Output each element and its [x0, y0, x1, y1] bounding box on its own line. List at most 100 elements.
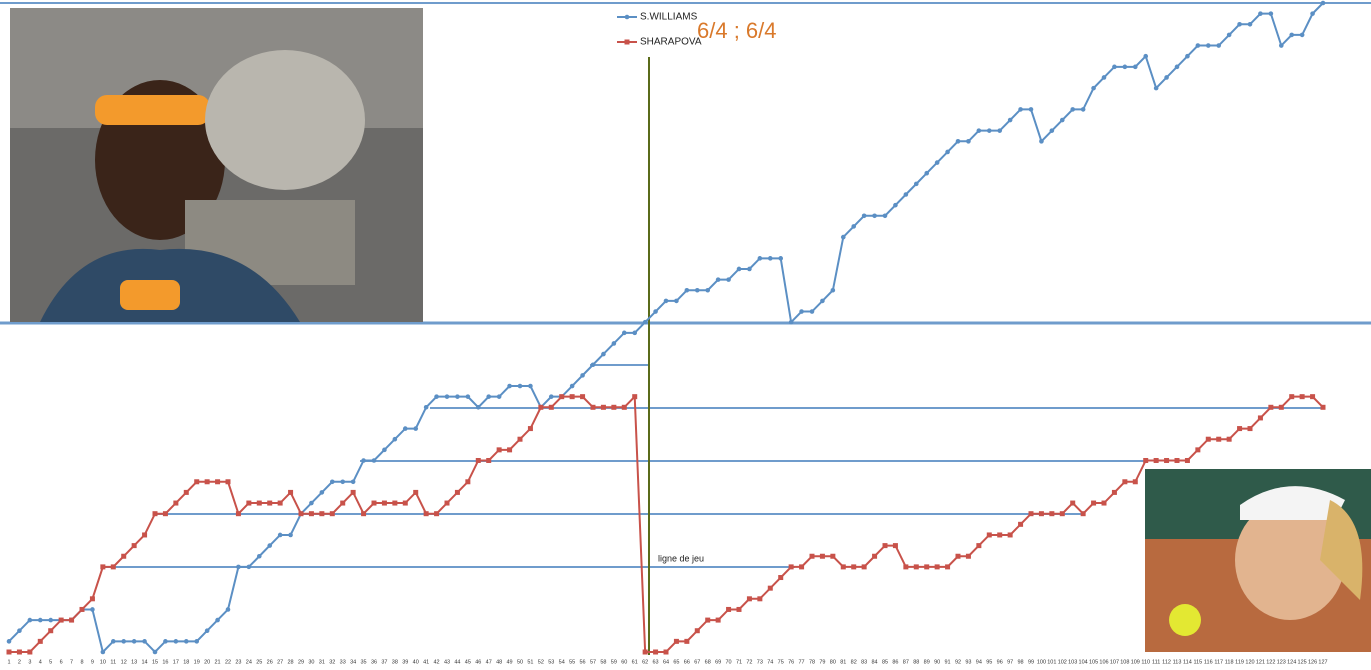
- data-point: [1289, 32, 1295, 38]
- data-point: [976, 128, 982, 133]
- data-point: [329, 511, 335, 517]
- data-point: [851, 564, 857, 570]
- data-point: [142, 532, 148, 538]
- x-tick-label: 98: [1018, 659, 1024, 665]
- x-tick-label: 93: [965, 659, 971, 665]
- data-point: [381, 500, 387, 506]
- data-point: [1195, 43, 1201, 48]
- x-tick-label: 76: [788, 659, 794, 665]
- data-point: [1226, 436, 1232, 442]
- data-point: [173, 500, 179, 506]
- x-tick-label: 40: [413, 659, 419, 665]
- data-point: [246, 500, 252, 506]
- x-tick-label: 105: [1089, 659, 1098, 665]
- data-point: [1216, 436, 1222, 442]
- data-point: [580, 373, 585, 378]
- data-point: [48, 617, 54, 623]
- data-point: [142, 639, 147, 644]
- data-point: [653, 309, 658, 314]
- data-point: [423, 511, 429, 517]
- data-point: [131, 543, 137, 549]
- data-point: [267, 543, 273, 548]
- data-point: [319, 511, 325, 517]
- x-tick-label: 66: [684, 659, 690, 665]
- data-point: [945, 149, 950, 155]
- data-point: [402, 500, 408, 506]
- data-point: [110, 564, 116, 570]
- x-tick-label: 51: [527, 659, 533, 665]
- x-tick-label: 20: [204, 659, 210, 665]
- x-tick-label: 89: [924, 659, 930, 665]
- data-point: [986, 128, 992, 133]
- data-point: [548, 394, 554, 399]
- data-point: [215, 479, 221, 485]
- x-tick-label: 102: [1058, 659, 1067, 665]
- x-tick-label: 75: [778, 659, 784, 665]
- x-tick-label: 48: [496, 659, 502, 665]
- legend-marker: [624, 14, 630, 20]
- data-point: [225, 479, 231, 485]
- x-tick-label: 7: [70, 659, 73, 665]
- data-point: [1320, 404, 1326, 410]
- x-tick-label: 45: [465, 659, 471, 665]
- x-tick-label: 57: [590, 659, 596, 665]
- data-point: [1205, 43, 1211, 48]
- x-tick-label: 125: [1298, 659, 1307, 665]
- data-point: [371, 500, 377, 506]
- data-point: [1164, 75, 1169, 80]
- data-point: [496, 447, 502, 453]
- x-tick-label: 41: [423, 659, 429, 665]
- x-tick-label: 82: [851, 659, 857, 665]
- x-tick-label: 56: [580, 659, 586, 665]
- x-tick-label: 83: [861, 659, 867, 665]
- data-point: [621, 330, 627, 336]
- data-point: [475, 404, 481, 410]
- data-point: [361, 458, 366, 463]
- data-point: [1112, 64, 1117, 70]
- x-tick-label: 59: [611, 659, 617, 665]
- data-point: [819, 553, 825, 559]
- x-tick-label: 69: [715, 659, 721, 665]
- x-tick-label: 11: [110, 659, 116, 665]
- series-line: [9, 394, 1324, 653]
- x-tick-label: 126: [1308, 659, 1317, 665]
- x-tick-label: 29: [298, 659, 304, 665]
- data-point: [455, 394, 460, 399]
- data-point: [809, 309, 815, 314]
- data-point: [1174, 64, 1180, 70]
- data-point: [204, 628, 210, 634]
- data-point: [267, 500, 273, 506]
- data-point: [705, 287, 711, 293]
- data-point: [778, 256, 784, 261]
- x-tick-label: 31: [319, 659, 325, 665]
- x-tick-label: 74: [767, 659, 773, 665]
- data-point: [434, 394, 439, 399]
- data-point: [475, 457, 481, 463]
- x-tick-label: 8: [80, 659, 83, 665]
- data-point: [882, 543, 888, 549]
- data-point: [6, 639, 12, 644]
- data-point: [913, 181, 919, 187]
- x-tick-label: 107: [1110, 659, 1119, 665]
- x-tick-label: 72: [746, 659, 752, 665]
- data-point: [1091, 500, 1097, 506]
- x-tick-label: 94: [976, 659, 982, 665]
- data-point: [1310, 11, 1315, 16]
- data-point: [194, 639, 200, 644]
- data-point: [528, 383, 533, 389]
- x-tick-label: 106: [1099, 659, 1108, 665]
- data-point: [590, 362, 596, 368]
- photo-sharapova: [1145, 469, 1371, 652]
- data-point: [642, 319, 648, 325]
- data-point: [121, 639, 127, 644]
- data-point: [1299, 394, 1305, 400]
- data-point: [705, 617, 711, 623]
- data-point: [350, 479, 356, 485]
- data-point: [799, 564, 805, 570]
- data-point: [256, 553, 262, 559]
- data-point: [1059, 117, 1065, 123]
- x-tick-label: 53: [548, 659, 554, 665]
- x-tick-label: 21: [215, 659, 221, 665]
- data-point: [1132, 479, 1138, 485]
- data-point: [830, 287, 836, 293]
